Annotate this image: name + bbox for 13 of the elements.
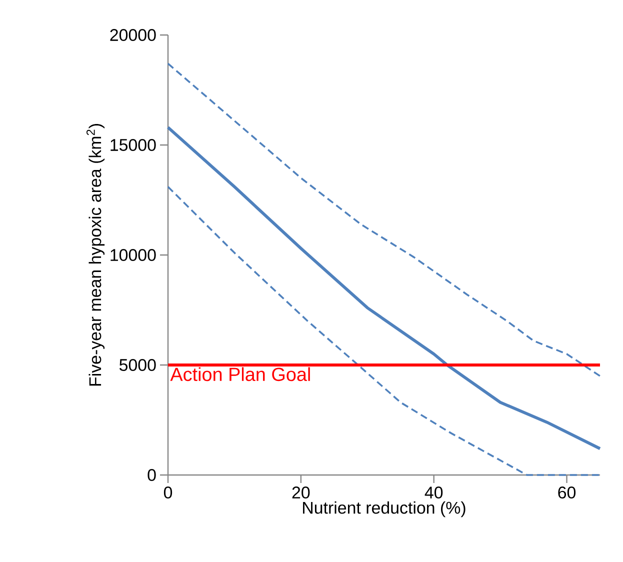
x-axis-title: Nutrient reduction (%) [303,501,466,518]
y-tick-label: 20000 [110,29,156,41]
x-tick-label: 20 [292,486,310,499]
x-tick-label: 0 [164,486,172,499]
x-tick-label: 60 [558,486,576,499]
x-tick-label: 40 [424,486,443,499]
y-tick-label: 5000 [119,359,156,371]
y-tick-label: 0 [148,469,156,481]
y-tick-label: 15000 [110,139,156,151]
line-series [166,126,602,450]
y-tick-label: 10000 [110,249,156,261]
ref-line-label: Action Plan Goal [170,367,310,382]
y-axis-title: Five-year mean hypoxic area (km$^{2}$) [86,124,105,386]
